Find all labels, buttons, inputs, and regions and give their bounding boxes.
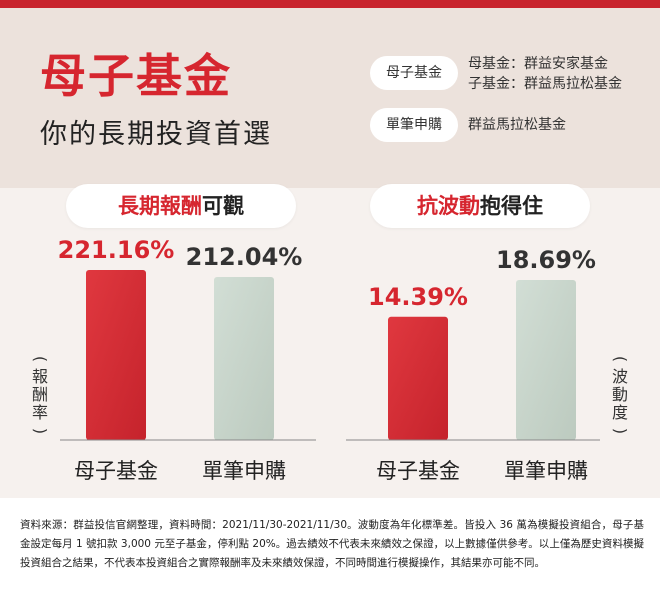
y-axis-label-char: ( [31,356,50,362]
mother-fund-text: 母基金：群益安家基金 [468,56,608,72]
value-label: 221.16% [58,236,175,264]
value-label: 18.69% [496,246,596,274]
y-axis-label-char: ) [31,428,50,434]
y-axis-label-char: 酬 [32,385,48,404]
value-label: 14.39% [368,283,468,311]
single-purchase-pill: 單筆申購 [370,108,458,142]
page-title: 母子基金 [40,49,232,103]
single-fund-text: 群益馬拉松基金 [468,117,566,133]
volatility-section-title: 抗波動抱得住 [370,184,590,228]
volatility-title-rest: 抱得住 [480,194,543,218]
y-axis-label-char: ( [611,356,630,362]
volatility-title-highlight: 抗波動 [417,194,480,218]
y-axis-label-char: 度 [612,403,628,422]
return-title-highlight: 長期報酬 [118,194,202,218]
footnote: 資料來源：群益投信官網整理，資料時間：2021/11/30-2021/11/30… [20,519,644,569]
page-subtitle: 你的長期投資首選 [40,119,272,150]
y-axis-label-char: ) [611,428,630,434]
child-fund-text: 子基金：群益馬拉松基金 [468,76,622,92]
category-label: 單筆申購 [202,459,286,483]
mother-child-info: 母基金：群益安家基金 子基金：群益馬拉松基金 [468,54,622,94]
category-label: 單筆申購 [504,459,588,483]
top-accent-bar [0,0,660,8]
bar-return-single [214,277,274,440]
category-label: 母子基金 [74,459,158,483]
return-section-title: 長期報酬可觀 [66,184,296,228]
mother-child-pill: 母子基金 [370,56,458,90]
bar-volatility-single [516,280,576,440]
bar-volatility-mother-child [388,316,448,440]
y-axis-label-char: 率 [32,403,48,422]
y-axis-label-char: 波 [612,367,628,386]
header-panel [0,8,660,188]
category-label: 母子基金 [376,459,460,483]
y-axis-label-char: 動 [612,385,628,404]
value-label: 212.04% [186,243,303,271]
y-axis-label-char: 報 [32,367,48,386]
return-title-rest: 可觀 [202,194,244,218]
bar-return-mother-child [86,270,146,440]
